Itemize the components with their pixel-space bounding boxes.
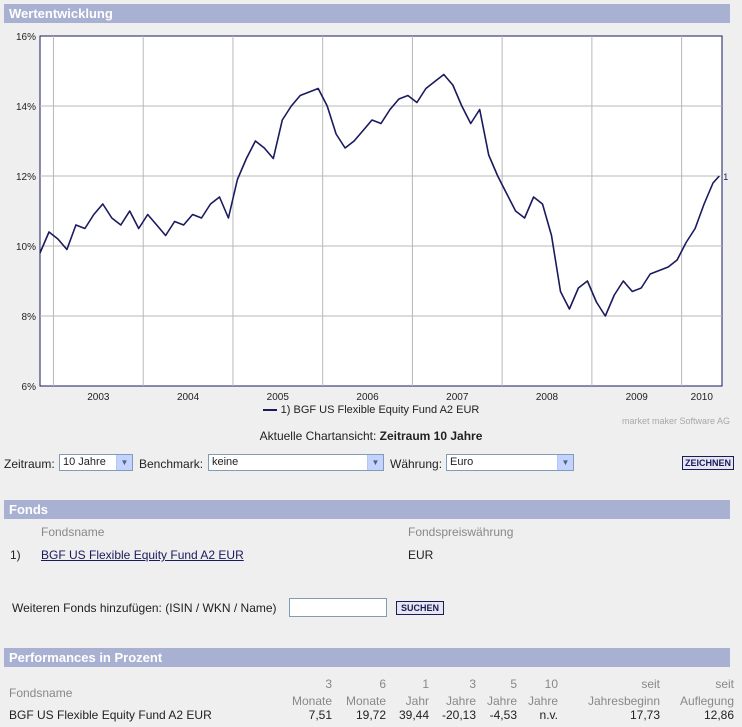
perf-col-name: Fondsname (9, 686, 73, 700)
perf-col-top: 5 (510, 677, 517, 691)
chart-view-value: Zeitraum 10 Jahre (379, 429, 483, 443)
perf-col-header: 5 Jahre (427, 677, 517, 708)
perf-value: 19,72 (355, 708, 386, 722)
plot-area (39, 35, 723, 387)
series-line (39, 73, 720, 317)
perf-col-bottom: Jahresbeginn (587, 694, 660, 708)
perf-col-top: 3 (325, 677, 332, 691)
performance-chart: 16% 14% 12% 10% 8% 6% 2003 2004 2005 2006 2007 2008… (0, 22, 742, 407)
perf-col-header: seit Jahresbeginn (570, 677, 660, 708)
suchen-button[interactable]: SUCHEN (396, 601, 444, 615)
perf-value: 17,73 (629, 708, 660, 722)
perf-value: n.v. (539, 708, 558, 722)
perf-col-top: 10 (544, 677, 558, 691)
perf-col-header: seit Auflegung (644, 677, 734, 708)
zeitraum-value: 10 Jahre (63, 456, 106, 468)
perf-value: 7,51 (308, 708, 332, 722)
perf-col-bottom: Jahr (405, 694, 429, 708)
x-tick-label: 2009 (626, 392, 649, 403)
waehrung-label: Währung: (390, 457, 443, 471)
y-tick-label: 16% (16, 32, 36, 43)
perf-value: 39,44 (398, 708, 429, 722)
perf-row-name: BGF US Flexible Equity Fund A2 EUR (9, 708, 212, 722)
chart-view-prefix: Aktuelle Chartansicht: (259, 429, 380, 443)
perf-col-top: 6 (379, 677, 386, 691)
section-header-wertentwicklung: Wertentwicklung (4, 4, 730, 23)
perf-col-bottom: Auflegung (679, 694, 734, 708)
fonds-row-index: 1) (10, 548, 21, 562)
perf-col-bottom: Monate (291, 694, 332, 708)
perf-col-top: seit (641, 677, 660, 691)
benchmark-value: keine (212, 456, 239, 468)
chevron-down-icon[interactable]: ▼ (557, 455, 573, 470)
perf-col-top: seit (715, 677, 734, 691)
zeitraum-select[interactable]: 10 Jahre ▼ (59, 454, 133, 471)
benchmark-select[interactable]: keine ▼ (208, 454, 384, 471)
benchmark-label: Benchmark: (139, 457, 204, 471)
x-tick-label: 2003 (87, 392, 110, 403)
chart-legend: 1) BGF US Flexible Equity Fund A2 EUR (0, 404, 742, 416)
perf-col-top: 3 (469, 677, 476, 691)
y-tick-label: 10% (16, 242, 36, 253)
perf-col-bottom: Jahre (486, 694, 517, 708)
x-tick-label: 2010 (691, 392, 714, 403)
x-tick-label: 2006 (356, 392, 379, 403)
x-tick-label: 2008 (536, 392, 559, 403)
perf-col-header: 1 Jahr (339, 677, 429, 708)
perf-col-top: 1 (422, 677, 429, 691)
section-header-performances: Performances in Prozent (4, 648, 730, 667)
series-end-label: 1 (723, 172, 728, 182)
y-tick-label: 8% (22, 312, 37, 323)
perf-col-bottom: Monate (345, 694, 386, 708)
add-fonds-label: Weiteren Fonds hinzufügen: (ISIN / WKN /… (12, 601, 277, 615)
legend-series-name: BGF US Flexible Equity Fund A2 EUR (293, 404, 480, 416)
x-tick-label: 2004 (177, 392, 200, 403)
zeitraum-label: Zeitraum: (4, 457, 55, 471)
fonds-row-currency: EUR (408, 548, 434, 562)
zeichnen-button[interactable]: ZEICHNEN (682, 456, 734, 470)
perf-col-bottom: Jahre (445, 694, 476, 708)
x-tick-label: 2005 (267, 392, 290, 403)
y-tick-label: 12% (16, 172, 36, 183)
add-fonds-input[interactable] (289, 598, 387, 617)
y-tick-label: 6% (22, 382, 37, 393)
perf-value: -20,13 (441, 708, 476, 722)
chevron-down-icon[interactable]: ▼ (367, 455, 383, 470)
waehrung-value: Euro (450, 456, 474, 468)
perf-value: -4,53 (489, 708, 517, 722)
perf-col-header: 3 Monate (242, 677, 332, 708)
chevron-down-icon[interactable]: ▼ (116, 455, 132, 470)
fund-link[interactable]: BGF US Flexible Equity Fund A2 EUR (41, 548, 244, 562)
perf-value: 12,86 (703, 708, 734, 722)
chart-credit: market maker Software AG (621, 416, 730, 426)
waehrung-select[interactable]: Euro ▼ (446, 454, 574, 471)
perf-col-header: 3 Jahre (386, 677, 476, 708)
x-tick-label: 2007 (446, 392, 469, 403)
fonds-col-currency: Fondspreiswährung (408, 525, 514, 539)
fonds-col-name: Fondsname (41, 525, 105, 539)
perf-col-header: 10 Jahre (468, 677, 558, 708)
y-tick-label: 14% (16, 102, 36, 113)
perf-col-header: 6 Monate (296, 677, 386, 708)
chart-controls: Zeitraum: 10 Jahre ▼ Benchmark: keine ▼ … (4, 454, 734, 474)
legend-line-icon (262, 409, 277, 412)
chart-svg: 16% 14% 12% 10% 8% 6% 2003 2004 2005 2006 2007 2008… (16, 32, 728, 403)
perf-col-bottom: Jahre (527, 694, 558, 708)
legend-index: 1) (280, 404, 291, 416)
chart-view-text: Aktuelle Chartansicht: Zeitraum 10 Jahre (0, 429, 742, 443)
section-header-fonds: Fonds (4, 500, 730, 519)
